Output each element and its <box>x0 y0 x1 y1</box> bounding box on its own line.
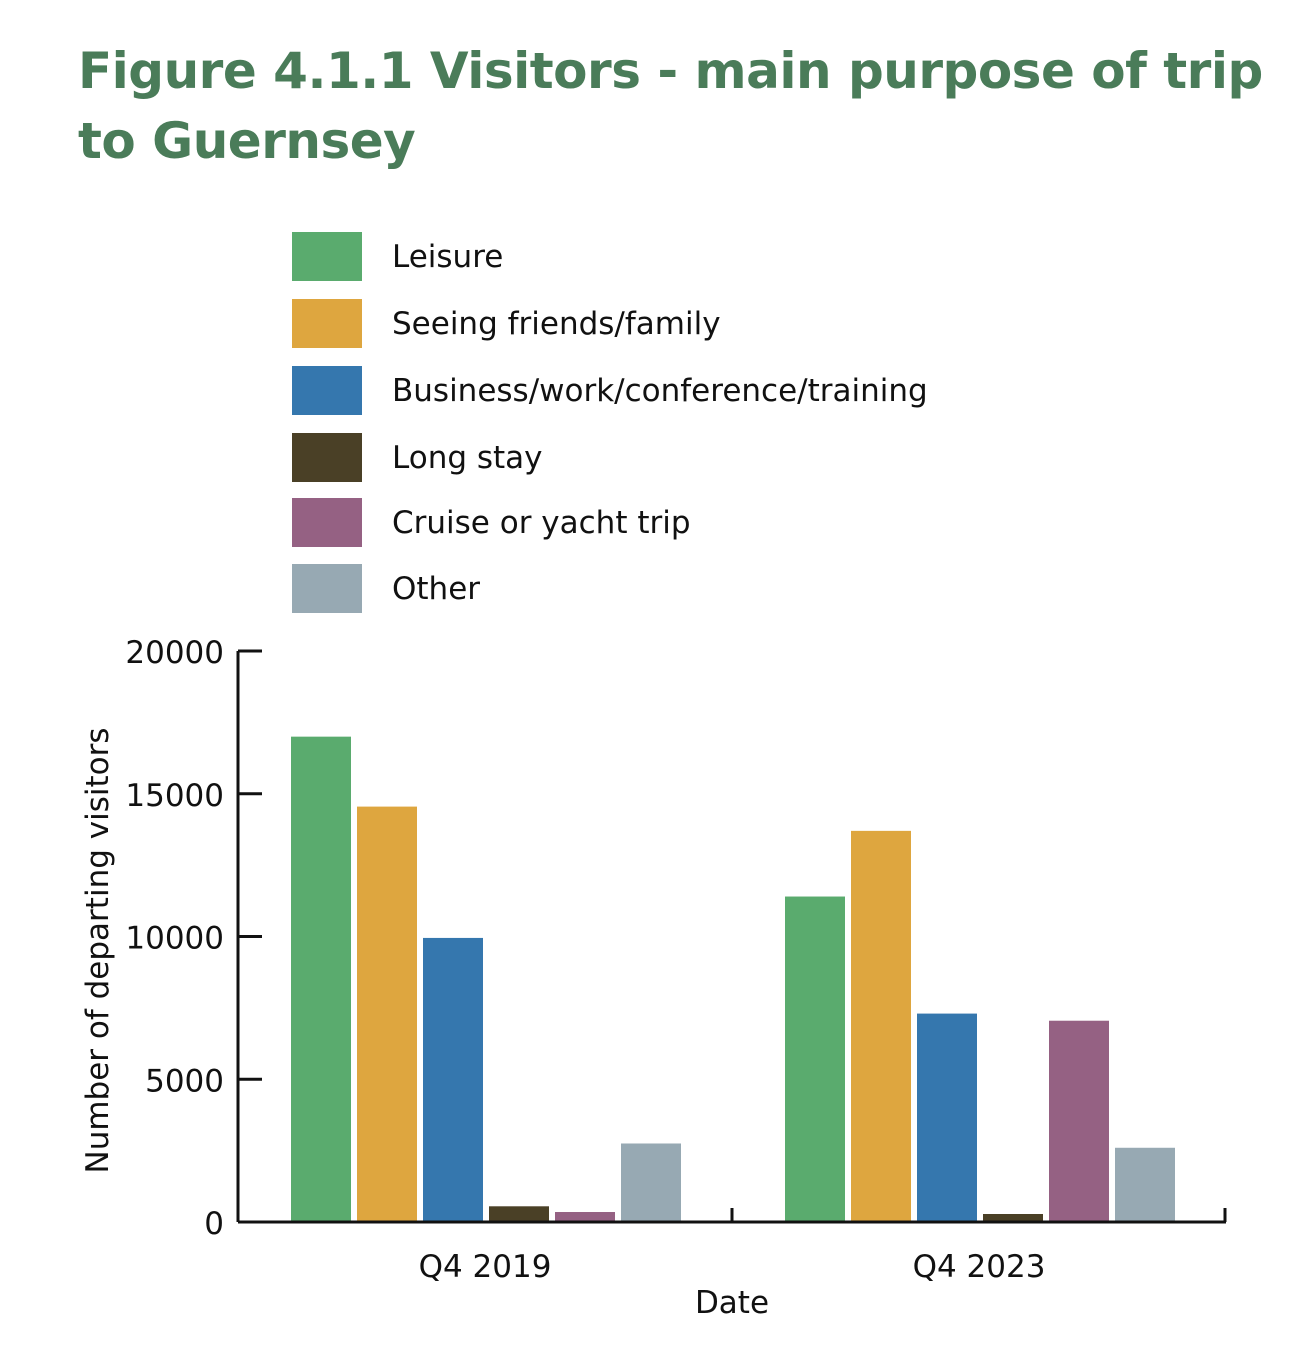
y-axis-label: Number of departing visitors <box>80 728 116 1174</box>
bar-cruise-or-yacht-trip-q4-2019 <box>555 1212 615 1222</box>
bar-business-work-conference-training-q4-2019 <box>423 937 483 1222</box>
bar-leisure-q4-2019 <box>291 736 351 1222</box>
chart-title: Figure 4.1.1 Visitors - main purpose of … <box>78 42 1263 170</box>
y-tick-label-5000: 5000 <box>145 1063 224 1099</box>
legend-label-leisure: Leisure <box>392 239 504 275</box>
bar-seeing-friends-family-q4-2019 <box>357 806 417 1222</box>
bar-cruise-or-yacht-trip-q4-2023 <box>1049 1020 1109 1222</box>
y-tick-label-10000: 10000 <box>125 921 224 957</box>
y-tick-label-15000: 15000 <box>125 778 224 814</box>
legend-label-seeing-friends-family: Seeing friends/family <box>392 306 721 342</box>
legend-swatch-leisure <box>292 232 362 281</box>
legend-label-business: Business/work/conference/training <box>392 373 928 409</box>
legend-label-other: Other <box>392 571 481 607</box>
y-tick-label-0: 0 <box>204 1206 224 1242</box>
bar-long-stay-q4-2023 <box>983 1214 1043 1222</box>
legend-swatch-cruise-or-yacht <box>292 498 362 547</box>
bar-other-q4-2019 <box>621 1143 681 1222</box>
legend-swatch-seeing-friends-family <box>292 299 362 348</box>
legend-label-cruise-or-yacht: Cruise or yacht trip <box>392 505 691 541</box>
bar-leisure-q4-2023 <box>785 896 845 1222</box>
bar-other-q4-2023 <box>1115 1147 1175 1222</box>
bar-seeing-friends-family-q4-2023 <box>851 830 911 1222</box>
x-tick-label-q4-2023: Q4 2023 <box>913 1249 1046 1285</box>
bar-long-stay-q4-2019 <box>489 1206 549 1222</box>
x-axis-label: Date <box>695 1285 769 1321</box>
legend-swatch-other <box>292 564 362 613</box>
bar-business-work-conference-training-q4-2023 <box>917 1013 977 1222</box>
x-tick-label-q4-2019: Q4 2019 <box>419 1249 552 1285</box>
legend-swatch-business <box>292 366 362 415</box>
legend-label-long-stay: Long stay <box>392 440 543 476</box>
y-tick-label-20000: 20000 <box>125 635 224 671</box>
legend-swatch-long-stay <box>292 433 362 482</box>
